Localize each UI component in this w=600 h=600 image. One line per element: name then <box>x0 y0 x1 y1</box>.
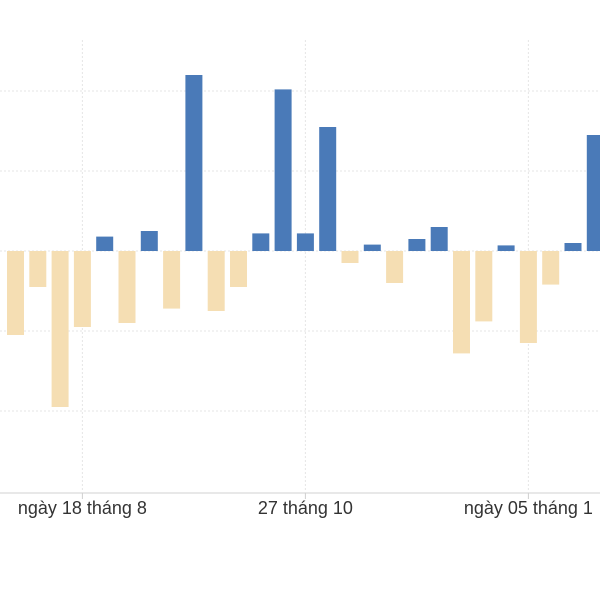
bar-positive <box>430 227 448 251</box>
bar-positive <box>564 243 582 251</box>
bar-negative <box>386 251 404 283</box>
bar-negative <box>475 251 493 322</box>
bar-positive <box>274 89 292 252</box>
bar-negative <box>118 251 136 323</box>
bar-negative <box>453 251 470 354</box>
bar-positive <box>96 236 114 251</box>
bar-positive <box>140 231 158 251</box>
bars <box>7 75 600 407</box>
bar-positive <box>363 244 381 251</box>
bar-negative <box>29 251 47 287</box>
x-tick-label: 27 tháng 10 <box>258 498 353 518</box>
bar-positive <box>296 233 314 251</box>
bar-negative <box>519 251 537 343</box>
bar-positive <box>319 127 337 251</box>
x-tick-label: ngày 18 tháng 8 <box>18 498 147 518</box>
bar-positive <box>586 135 600 251</box>
bar-negative <box>7 251 24 335</box>
bar-negative <box>73 251 91 327</box>
bar-positive <box>185 75 203 251</box>
bar-positive <box>408 239 426 251</box>
x-tick-label: ngày 05 tháng 1 <box>464 498 593 518</box>
bar-negative <box>51 251 69 407</box>
bar-positive <box>252 233 270 251</box>
bar-negative <box>207 251 225 311</box>
bar-negative <box>230 251 247 287</box>
bar-negative <box>163 251 181 309</box>
x-axis-ticks: ngày 18 tháng 8 27 tháng 10 ngày 05 tháng … <box>18 493 593 518</box>
bar-negative <box>341 251 359 263</box>
bar-negative <box>542 251 560 285</box>
bar-positive <box>497 245 515 251</box>
